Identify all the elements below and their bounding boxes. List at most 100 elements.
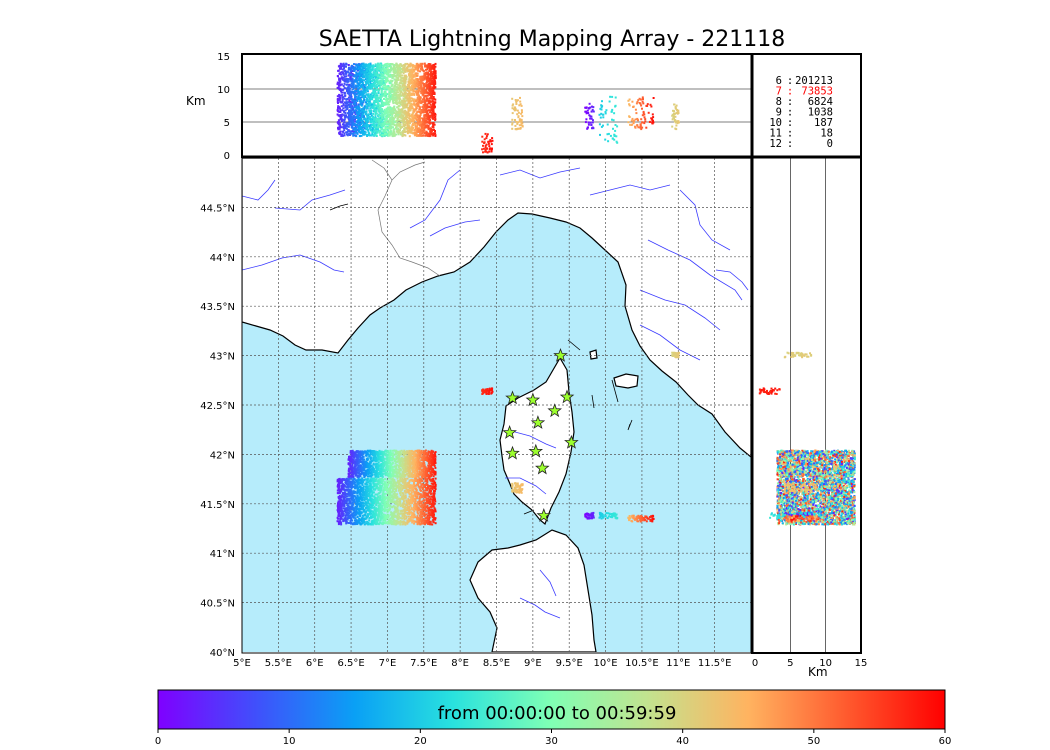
lightning-source-point	[406, 483, 408, 486]
lightning-source-point	[419, 456, 422, 459]
lightning-source-point	[401, 510, 404, 513]
lightning-source-point	[373, 456, 376, 459]
lightning-source-point	[391, 449, 394, 452]
lightning-source-point	[602, 516, 605, 519]
lightning-source-point	[420, 493, 422, 496]
lightning-source-point	[423, 462, 426, 465]
lightning-source-point	[411, 502, 414, 505]
lightning-source-point	[365, 506, 367, 509]
lightning-source-point	[414, 508, 417, 511]
lightning-source-point	[375, 521, 378, 523]
lightning-source-point	[391, 466, 394, 469]
lightning-source-point	[357, 477, 360, 480]
lightning-source-point	[402, 457, 404, 460]
lightning-source-point	[385, 457, 388, 460]
lightning-source-point	[375, 463, 377, 466]
lightning-source-point	[389, 489, 392, 492]
lightning-source-point	[359, 112, 362, 115]
lightning-source-point	[401, 471, 404, 474]
lightning-source-point	[586, 512, 589, 515]
lightning-source-point	[379, 93, 382, 96]
lightning-source-point	[402, 484, 405, 487]
lightning-source-point	[355, 473, 358, 476]
lightning-source-point	[364, 492, 367, 495]
lightning-source-point	[364, 122, 367, 125]
lightning-source-point	[391, 452, 394, 455]
lightning-source-point	[415, 504, 418, 506]
lightning-source-point	[427, 462, 430, 465]
lightning-source-point	[420, 117, 423, 120]
lightning-source-point	[414, 491, 417, 494]
lightning-source-point	[413, 470, 416, 473]
lightning-source-point	[355, 450, 358, 453]
lightning-source-point	[385, 503, 387, 506]
lightning-source-point	[404, 491, 407, 494]
lightning-source-point	[428, 507, 431, 509]
lightning-source-point	[348, 507, 351, 510]
lightning-source-point	[412, 489, 414, 492]
lightning-source-point	[339, 510, 342, 513]
lightning-source-point	[376, 516, 379, 519]
lightning-source-point	[391, 456, 394, 459]
lightning-source-point	[356, 454, 359, 457]
lightning-source-point	[402, 503, 404, 506]
lightning-source-point	[408, 492, 411, 495]
lightning-source-point	[416, 492, 419, 495]
lightning-source-point	[368, 507, 371, 510]
lightning-source-point	[402, 498, 404, 500]
lightning-source-point	[370, 465, 373, 467]
lightning-source-point	[433, 452, 436, 455]
lightning-source-point	[389, 493, 392, 495]
lightning-source-point	[381, 457, 384, 460]
map-grid	[242, 158, 751, 652]
lightning-source-point	[370, 112, 373, 115]
lightning-source-point	[381, 502, 384, 505]
lightning-source-point	[358, 522, 361, 525]
lightning-source-point	[381, 507, 384, 510]
lightning-source-point	[363, 523, 366, 526]
lightning-source-point	[363, 499, 366, 502]
lightning-source-point	[373, 483, 376, 486]
lightning-source-point	[357, 490, 360, 493]
lightning-source-point	[416, 510, 419, 513]
lightning-source-point	[349, 488, 352, 491]
lightning-source-point	[357, 75, 359, 78]
lightning-source-point	[376, 123, 379, 126]
lightning-source-point	[371, 127, 374, 129]
lightning-source-point	[635, 516, 638, 519]
lightning-source-point	[413, 473, 416, 476]
lightning-source-point	[375, 477, 378, 480]
lightning-source-point	[341, 479, 344, 482]
lightning-source-point	[401, 475, 404, 478]
lightning-source-point	[425, 467, 428, 470]
lightning-source-point	[399, 452, 402, 455]
lightning-source-point	[375, 509, 378, 512]
lightning-source-point	[398, 100, 401, 102]
lightning-source-point	[433, 487, 436, 490]
lightning-source-point	[407, 461, 409, 464]
lightning-source-point	[356, 479, 359, 482]
lightning-source-point	[378, 515, 381, 518]
lightning-source-point	[405, 460, 408, 463]
lightning-source-point	[586, 517, 589, 520]
lightning-source-point	[388, 456, 391, 459]
lightning-source-point	[365, 464, 368, 467]
lightning-source-point	[412, 495, 415, 498]
lightning-source-point	[366, 468, 369, 471]
lightning-source-point	[370, 521, 373, 524]
lightning-source-point	[361, 101, 364, 104]
lightning-source-point	[370, 506, 373, 509]
lightning-source-point	[337, 478, 340, 481]
lightning-source-point	[353, 485, 356, 488]
lightning-source-point	[402, 520, 405, 523]
lightning-source-point	[407, 462, 409, 465]
lightning-source-point	[389, 449, 392, 452]
lightning-source-point	[358, 478, 361, 481]
top-panel-gridlines	[242, 88, 751, 123]
map-panel: 5°E 5.5°E 6°E 6.5°E 7°E 7.5°E 8°E 8.5°E 9°E 9.5°E…	[200, 156, 753, 669]
lightning-source-point	[381, 455, 384, 458]
lightning-source-point	[362, 488, 364, 491]
river-lines	[242, 167, 749, 619]
lightning-source-point	[426, 492, 429, 495]
lightning-source-point	[363, 521, 366, 523]
